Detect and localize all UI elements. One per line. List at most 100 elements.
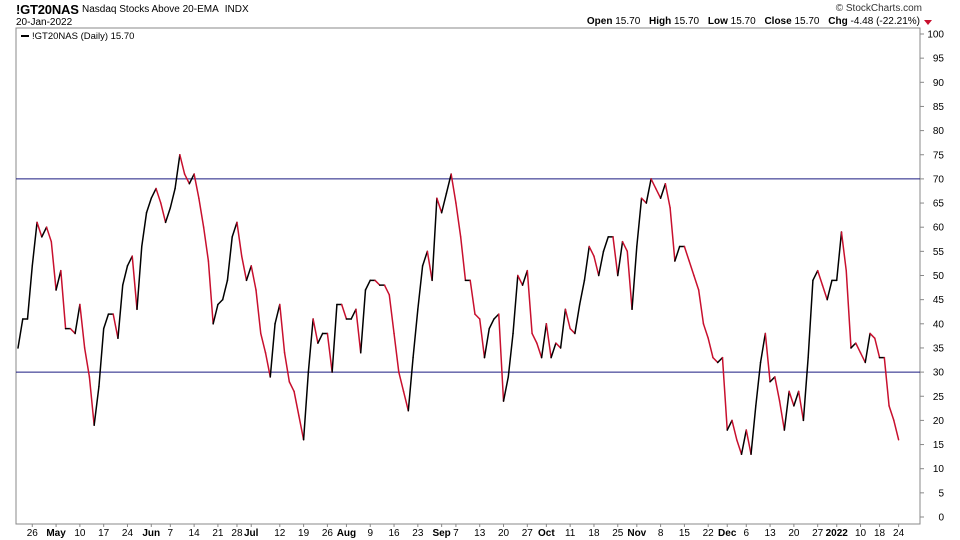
x-tick-label: 19 xyxy=(298,528,310,539)
series-segment xyxy=(645,178,652,204)
series-segment xyxy=(588,245,595,257)
series-segment xyxy=(260,332,267,354)
series-segment xyxy=(564,308,571,330)
series-segment xyxy=(69,327,76,335)
series-segment xyxy=(121,265,129,286)
series-segment xyxy=(459,236,467,282)
x-tick-label: 11 xyxy=(565,528,576,539)
series-segment xyxy=(750,405,757,455)
series-segment xyxy=(283,352,291,383)
chg-value: -4.48 (-22.21%) xyxy=(850,16,920,27)
series-segment xyxy=(207,260,214,325)
series-segment xyxy=(126,255,133,267)
x-tick-label: 14 xyxy=(189,528,201,539)
x-axis: 26 May 10 17 24 Jun 7 14 21 28 Jul 12 19 26 Aug 9 16 23 Se… xyxy=(27,524,905,539)
series-segment xyxy=(745,429,752,455)
series-segment xyxy=(60,269,67,330)
legend-label: !GT20NAS (Daily) 15.70 xyxy=(32,31,134,42)
y-tick-label: 5 xyxy=(938,488,944,499)
x-tick-label: 6 xyxy=(743,528,749,539)
y-tick-label: 55 xyxy=(933,247,945,258)
y-tick-label: 80 xyxy=(933,126,945,137)
series-segment xyxy=(236,221,243,257)
series-segment xyxy=(217,298,224,306)
series-segment xyxy=(888,405,895,422)
series-segment xyxy=(41,226,48,238)
exchange-label: INDX xyxy=(224,4,249,15)
series-segment xyxy=(93,385,100,426)
y-tick-label: 35 xyxy=(933,343,945,354)
x-tick-label: 24 xyxy=(122,528,134,539)
series-segment xyxy=(417,265,424,311)
series-segment xyxy=(774,376,781,402)
series-segment xyxy=(74,303,81,335)
series-segment xyxy=(826,279,833,301)
series-segment xyxy=(507,332,514,378)
x-tick-label: 10 xyxy=(855,528,867,539)
series-segment xyxy=(621,240,629,253)
x-tick-label: 20 xyxy=(498,528,510,539)
x-tick-label: 24 xyxy=(893,528,905,539)
series-segment xyxy=(555,342,562,349)
series-segment xyxy=(188,173,195,185)
y-tick-label: 90 xyxy=(933,78,945,89)
series-segment xyxy=(712,356,719,364)
x-tick-label: 22 xyxy=(703,528,715,539)
x-tick-label: 21 xyxy=(212,528,224,539)
series-segment xyxy=(307,318,314,373)
series-segment xyxy=(893,419,900,441)
series-segment xyxy=(469,279,476,315)
series-segment xyxy=(393,332,400,373)
series-segment xyxy=(655,187,662,199)
series-segment xyxy=(488,318,495,330)
series-segment xyxy=(407,356,414,412)
y-tick-label: 100 xyxy=(927,30,944,41)
y-tick-label: 0 xyxy=(938,513,944,524)
series-segment xyxy=(531,332,538,344)
series-segment xyxy=(540,323,548,359)
x-tick-label: 27 xyxy=(522,528,534,539)
series-segment xyxy=(221,279,229,301)
series-segment xyxy=(502,376,510,402)
x-tick-label: Jul xyxy=(244,528,259,539)
series-segment xyxy=(640,197,648,204)
series-segment xyxy=(697,289,705,325)
series-segment xyxy=(274,303,281,325)
series-segment xyxy=(183,173,191,185)
y-axis: 0 5 10 15 20 25 30 35 40 45 50 55 60 65 70 75 80 85 90 95 10… xyxy=(920,30,944,524)
series-segment xyxy=(816,269,824,286)
series-segment xyxy=(331,303,338,373)
series-segment xyxy=(326,332,333,373)
series-segment xyxy=(493,313,500,320)
series-segment xyxy=(693,274,700,291)
series-segment xyxy=(512,274,519,335)
series-segment xyxy=(212,303,219,325)
series-segment xyxy=(88,376,95,426)
series-segment xyxy=(364,279,371,291)
reference-lines xyxy=(16,178,920,373)
series-segment xyxy=(359,289,367,354)
open-value: 15.70 xyxy=(615,16,641,27)
series-segment xyxy=(160,202,167,224)
x-tick-label: 17 xyxy=(98,528,110,539)
series-segment xyxy=(474,313,481,320)
series-segment xyxy=(50,240,57,291)
series-segment xyxy=(736,438,743,455)
plot-frame xyxy=(15,27,921,525)
x-tick-label: 18 xyxy=(588,528,600,539)
series-segment xyxy=(597,250,605,277)
series-segment xyxy=(202,226,210,262)
series-segment xyxy=(659,182,667,199)
series-segment xyxy=(55,269,62,291)
low-value: 15.70 xyxy=(730,16,756,27)
series-segment xyxy=(26,265,34,320)
high-label: High xyxy=(649,16,672,27)
open-label: Open xyxy=(586,16,613,27)
series-segment xyxy=(164,207,172,224)
series-segment xyxy=(840,231,847,272)
ohlc-readout: Open 15.70 High 15.70 Low 15.70 Close 15… xyxy=(587,16,920,27)
close-label: Close xyxy=(764,16,792,27)
series-segment xyxy=(388,294,395,335)
series-segment xyxy=(859,352,867,364)
